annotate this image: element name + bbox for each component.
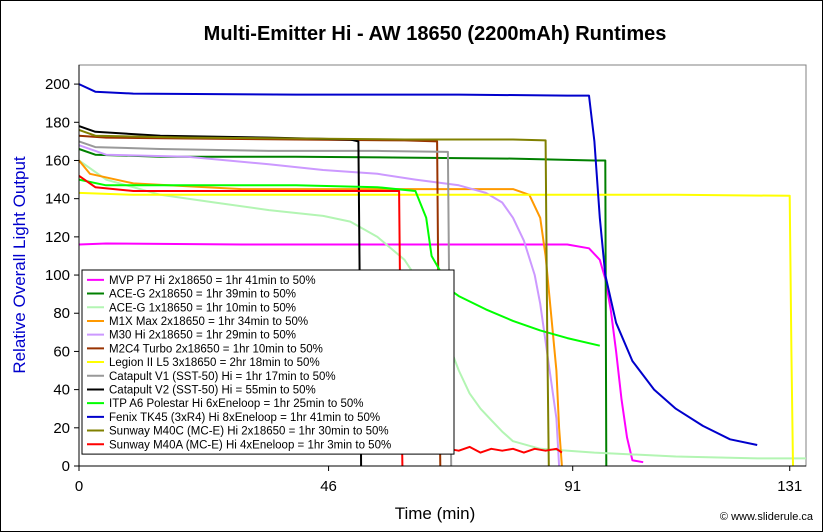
series-line (78, 191, 794, 467)
legend-label: Legion II L5 3x18650 = 2hr 18min to 50% (109, 357, 320, 369)
legend-label: Sunway M40C (MC-E) Hi 2x18650 = 1hr 30mi… (109, 426, 389, 438)
y-tick-label: 40 (53, 382, 70, 399)
y-tick-label: 0 (62, 458, 70, 475)
y-tick-label: 100 (45, 267, 70, 284)
legend-label: Fenix TK45 (3xR4) Hi 8xEneloop = 1hr 41m… (109, 412, 380, 424)
legend-label: Catapult V1 (SST-50) Hi = 1hr 17min to 5… (109, 371, 336, 383)
y-tick-label: 180 (45, 114, 70, 131)
x-tick-label: 131 (777, 478, 802, 495)
series-line (78, 128, 550, 467)
x-tick-label: 91 (564, 478, 581, 495)
x-tick-label: 46 (320, 478, 337, 495)
chart-title: Multi-Emitter Hi - AW 18650 (2200mAh) Ru… (204, 23, 667, 45)
legend-label: M30 Hi 2x18650 = 1hr 29min to 50% (109, 330, 296, 342)
series-line (447, 445, 563, 454)
series-line (78, 83, 758, 446)
x-axis-title: Time (min) (395, 504, 476, 523)
y-axis-title: Relative Overall Light Output (10, 156, 29, 374)
series-line (78, 242, 644, 464)
legend-label: ITP A6 Polestar Hi 6xEneloop = 1hr 25min… (109, 398, 364, 410)
legend-box (81, 269, 455, 455)
legend-label: M2C4 Turbo 2x18650 = 1hr 10min to 50% (109, 343, 323, 355)
y-tick-label: 20 (53, 420, 70, 437)
credit-text: © www.sliderule.ca (720, 511, 814, 523)
legend-label: Sunway M40A (MC-E) Hi 4xEneloop = 1hr 3m… (109, 439, 391, 451)
y-tick-label: 200 (45, 76, 70, 93)
y-tick-label: 140 (45, 191, 70, 208)
y-tick-label: 120 (45, 229, 70, 246)
legend-label: ACE-G 1x18650 = 1hr 10min to 50% (109, 302, 296, 314)
y-tick-label: 160 (45, 152, 70, 169)
x-tick-label: 0 (75, 478, 83, 495)
legend-label: ACE-G 2x18650 = 1hr 39min to 50% (109, 289, 296, 301)
y-tick-label: 80 (53, 305, 70, 322)
legend-label: Catapult V2 (SST-50) Hi = 55min to 50% (109, 384, 316, 396)
series-line (78, 178, 601, 347)
legend-label: MVP P7 Hi 2x18650 = 1hr 41min to 50% (109, 275, 316, 287)
legend-label: M1X Max 2x18650 = 1hr 34min to 50% (109, 316, 308, 328)
y-tick-label: 60 (53, 343, 70, 360)
